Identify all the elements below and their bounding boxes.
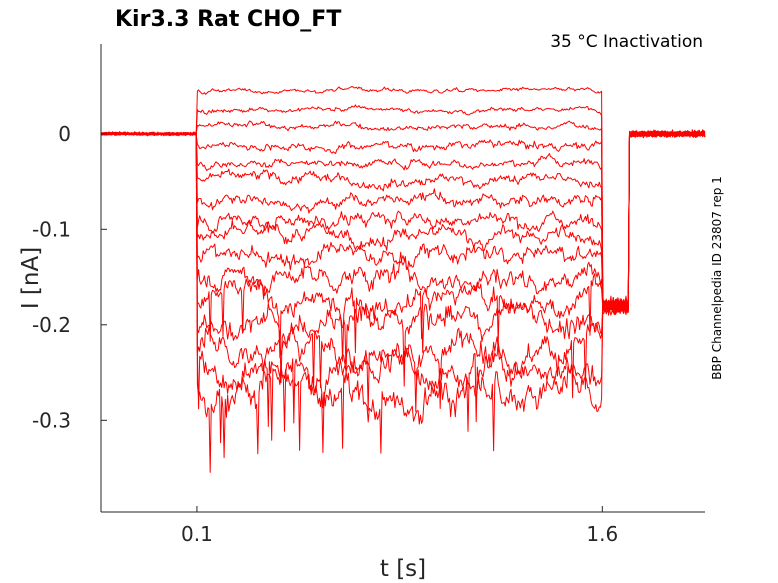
current-trace-3 (100, 120, 706, 313)
y-axis-ticks: 0 -0.1 -0.2 -0.3 (32, 122, 107, 432)
chart-title: Kir3.3 Rat CHO_FT (115, 7, 341, 32)
current-trace-15 (100, 129, 706, 453)
y-tick-label: -0.1 (32, 217, 71, 241)
chart-subtitle: 35 °C Inactivation (550, 32, 703, 52)
x-axis-label: t [s] (380, 556, 426, 582)
current-trace-2 (100, 104, 705, 315)
current-trace-1 (100, 85, 706, 313)
current-trace-13 (100, 130, 706, 387)
current-trace-4 (100, 129, 706, 313)
current-traces (100, 85, 706, 473)
channelpedia-id-note: BBP Channelpedia ID 23807 rep 1 (710, 176, 724, 380)
x-tick-label: 0.1 (181, 522, 213, 546)
current-trace-14 (100, 129, 706, 413)
current-trace-9 (100, 130, 706, 313)
current-trace-11 (100, 130, 706, 316)
x-axis-ticks: 0.1 1.6 (181, 506, 618, 546)
current-trace-6 (100, 129, 706, 316)
current-trace-16 (100, 130, 706, 473)
y-tick-label: -0.2 (32, 313, 71, 337)
current-trace-5 (100, 130, 706, 315)
y-tick-label: -0.3 (32, 408, 71, 432)
x-tick-label: 1.6 (586, 522, 618, 546)
current-trace-8 (100, 130, 706, 315)
current-trace-7 (100, 129, 706, 314)
current-trace-10 (100, 130, 706, 313)
y-tick-label: 0 (58, 122, 71, 146)
y-axis-label: I [nA] (18, 247, 44, 309)
